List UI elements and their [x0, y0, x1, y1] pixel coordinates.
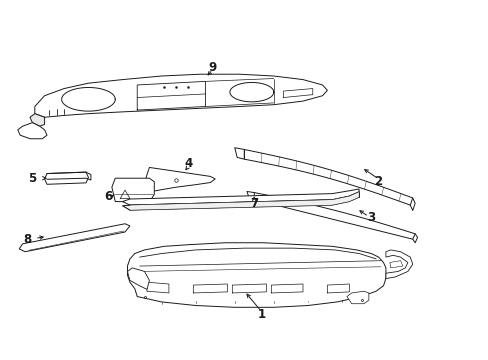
- Polygon shape: [18, 123, 47, 139]
- Text: 9: 9: [208, 60, 217, 73]
- Text: 6: 6: [103, 190, 112, 203]
- Polygon shape: [19, 224, 130, 252]
- Polygon shape: [122, 189, 358, 205]
- Text: 5: 5: [28, 172, 37, 185]
- Polygon shape: [44, 172, 88, 184]
- Polygon shape: [122, 192, 358, 210]
- Text: 2: 2: [374, 175, 382, 188]
- Polygon shape: [244, 149, 412, 205]
- Polygon shape: [30, 114, 44, 126]
- Text: 7: 7: [250, 197, 258, 210]
- Polygon shape: [346, 291, 368, 304]
- Polygon shape: [144, 167, 215, 194]
- Polygon shape: [127, 243, 385, 307]
- Polygon shape: [35, 74, 327, 117]
- Polygon shape: [254, 193, 414, 239]
- Text: 3: 3: [366, 211, 375, 224]
- Text: 8: 8: [23, 233, 32, 246]
- Text: 4: 4: [184, 157, 192, 170]
- Polygon shape: [112, 178, 154, 202]
- Polygon shape: [127, 268, 149, 289]
- Polygon shape: [385, 250, 412, 279]
- Text: 1: 1: [257, 308, 265, 321]
